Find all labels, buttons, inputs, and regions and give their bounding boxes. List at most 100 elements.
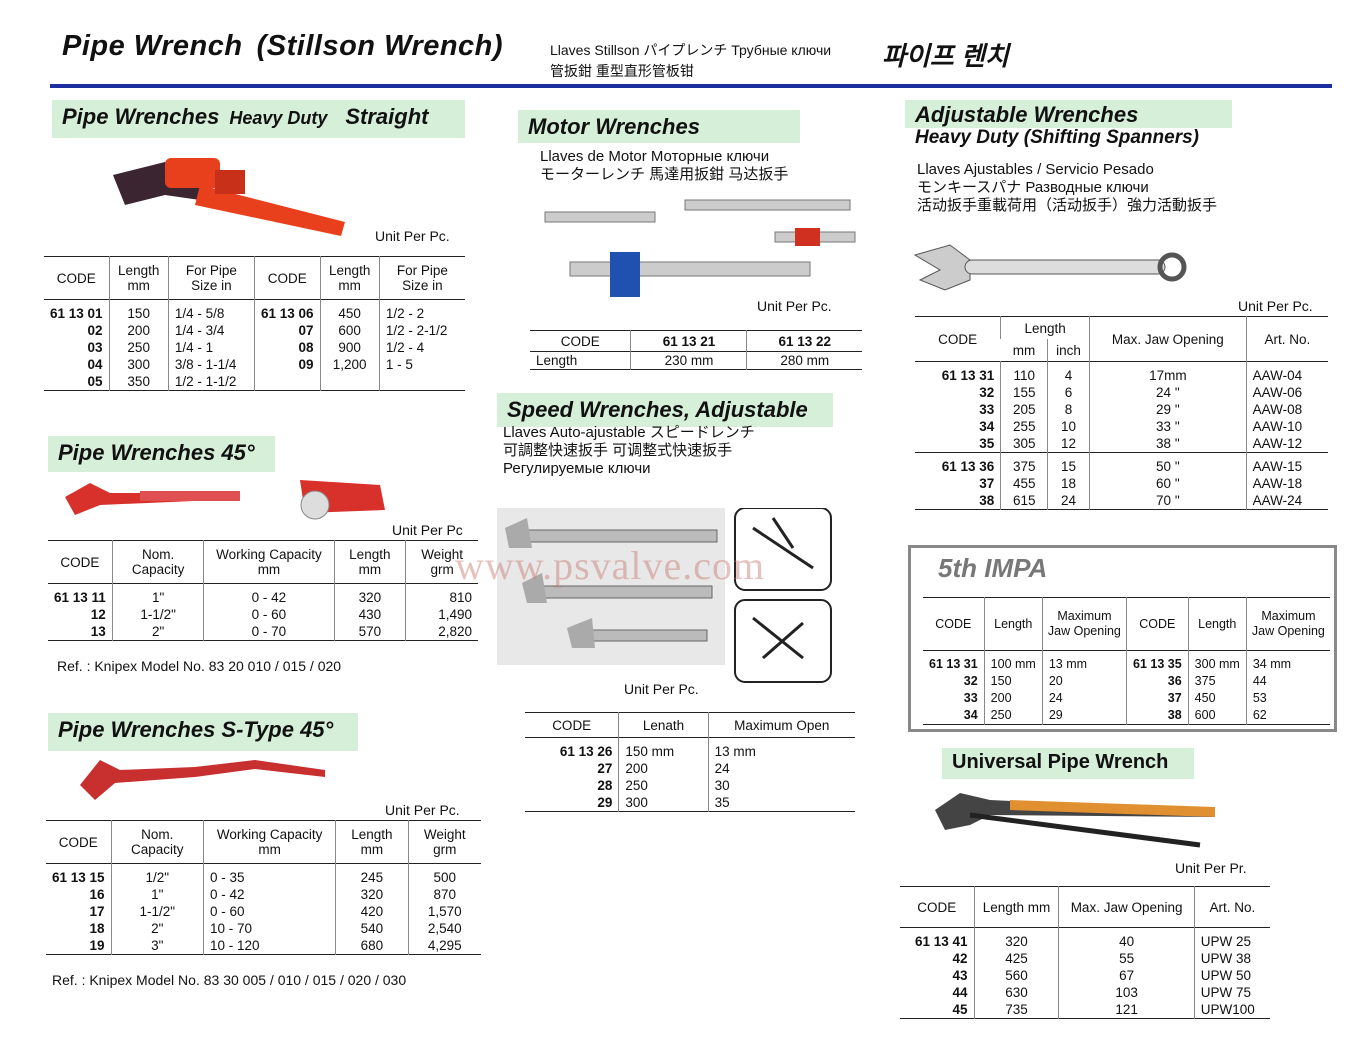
- column-header: Length mm: [973, 886, 1059, 928]
- column-header: CODE: [60, 554, 100, 570]
- table-cell: 36: [1126, 673, 1189, 690]
- table-cell: 08: [253, 339, 321, 356]
- table-cell: AAW-15: [1245, 452, 1328, 475]
- table-cell: 2": [110, 920, 204, 937]
- table-cell: 300: [618, 794, 709, 812]
- column-header: Nom. Capacity: [110, 820, 204, 864]
- table-cell: 38 ": [1089, 435, 1247, 453]
- table-row: 33 200 24 37 450 53: [923, 690, 1330, 707]
- table-cell: 450: [319, 299, 380, 322]
- table-cell: 1": [110, 886, 204, 903]
- table-cell: 150: [108, 299, 169, 322]
- column-header: Lenath: [618, 712, 709, 738]
- table-group: 61 13 15 1/2" 0 - 35 245 500 16 1" 0 - 42 320 870…: [46, 863, 481, 955]
- speed-wrench-image: [497, 508, 725, 665]
- column-header: 61 13 22: [746, 330, 862, 352]
- table-cell: 150 mm: [618, 737, 709, 760]
- table-cell: 1": [111, 583, 204, 606]
- table-cell: 67: [1058, 967, 1195, 984]
- table-cell: 37: [1126, 690, 1189, 707]
- column-header: CODE: [552, 717, 592, 733]
- column-header: Length mm: [108, 256, 169, 300]
- table-group: 61 13 36 375 15 50 " AAW-15 37 455 18 60 " AAW-18…: [915, 452, 1328, 510]
- table-header: CODE Length mm For Pipe Size in CODE Length …: [44, 256, 465, 300]
- table-cell: 10: [1047, 418, 1090, 435]
- motor-unit: Unit Per Pc.: [757, 298, 832, 314]
- table-cell: UPW 25: [1193, 927, 1270, 950]
- ml-line-1: Llaves Stillson パイプレンチ Трубные ключи: [550, 42, 832, 58]
- column-header: Maximum Open: [707, 712, 855, 738]
- table-cell: 455: [1000, 475, 1048, 492]
- table-cell: 19: [89, 938, 105, 953]
- adj-title-2: Heavy Duty (Shifting Spanners): [915, 127, 1199, 148]
- table-cell: 3": [110, 937, 204, 955]
- table-cell: 34: [963, 708, 978, 722]
- table-cell: [319, 373, 380, 391]
- table-cell: 300 mm: [1187, 650, 1247, 673]
- table-cell: 4,295: [407, 937, 481, 955]
- pipe-wrench-s-type-image: [80, 760, 325, 800]
- header-row: CODE Length mm For Pipe Size in CODE Length …: [44, 256, 465, 300]
- table-cell: 61 13 26: [559, 744, 613, 759]
- table-cell: 35: [979, 436, 995, 451]
- pipe-wrench-45-image: [65, 480, 385, 520]
- table-cell: 560: [973, 967, 1059, 984]
- table-cell: 500: [407, 863, 481, 886]
- column-header: 61 13 21: [630, 330, 747, 352]
- table-cell: UPW 50: [1193, 967, 1270, 984]
- speed-sub-3: Регулируемые ключи: [503, 460, 651, 477]
- table-cell: 375: [1187, 673, 1247, 690]
- column-header: Max. Jaw Opening: [1089, 316, 1247, 362]
- adj-sub-2: モンキースパナ Разводные ключи: [917, 179, 1149, 196]
- table-group: Length 230 mm 280 mm: [530, 351, 862, 370]
- column-header: mm: [1012, 342, 1036, 358]
- table-cell: 200: [983, 690, 1043, 707]
- table-row: 61 13 36 375 15 50 " AAW-15: [915, 452, 1328, 475]
- table-cell: 0 - 35: [202, 863, 336, 886]
- univ-title: Universal Pipe Wrench: [952, 751, 1169, 773]
- table-cell: 05: [87, 374, 103, 389]
- column-header: Maximum Jaw Opening: [1041, 597, 1127, 651]
- speed-title: Speed Wrenches, Adjustable: [507, 397, 808, 422]
- table-row: 16 1" 0 - 42 320 870: [46, 886, 481, 903]
- header-row: mm inch: [915, 339, 1328, 362]
- table-cell: 61 13 35: [1126, 650, 1189, 673]
- table-cell: 61 13 31: [929, 657, 978, 671]
- table-cell: 245: [335, 863, 408, 886]
- table-row: 13 2" 0 - 70 570 2,820: [48, 623, 478, 641]
- table-row: 35 305 12 38 " AAW-12: [915, 435, 1328, 453]
- table-row: 12 1-1/2" 0 - 60 430 1,490: [48, 606, 478, 623]
- table-cell: 205: [1000, 401, 1048, 418]
- table-cell: 2,540: [407, 920, 481, 937]
- table-row: 61 13 01 150 1/4 - 5/8 61 13 06 450 1/2 - 2: [44, 299, 465, 322]
- table-cell: 600: [319, 322, 380, 339]
- table-cell: 300: [108, 356, 169, 373]
- table-group: 61 13 31 110 4 17mm AAW-04 32 155 6 24 " AAW-06 33…: [915, 361, 1328, 453]
- s3-unit: Unit Per Pc.: [385, 802, 460, 818]
- column-header: Working Capacity mm: [203, 540, 334, 584]
- table-header: CODE Lenath Maximum Open: [525, 712, 855, 738]
- table-cell: 375: [1000, 452, 1048, 475]
- page-title: Pipe Wrench (Stillson Wrench): [62, 30, 517, 63]
- s1-title-box: Pipe Wrenches Heavy Duty Straight: [52, 100, 465, 138]
- table-row: 32 150 20 36 375 44: [923, 673, 1330, 690]
- table-cell: 34: [979, 419, 995, 434]
- table-row: 04 300 3/8 - 1-1/4 09 1,200 1 - 5: [44, 356, 465, 373]
- adj-sub-3: 活动扳手重載荷用（活动扳手）強力活動扳手: [917, 197, 1218, 214]
- column-header: Weight grm: [405, 540, 478, 584]
- table-row: 05 350 1/2 - 1-1/2: [44, 373, 465, 391]
- header-row: CODE Length Maximum Jaw Opening CODE Length M…: [923, 597, 1330, 651]
- impa-box: [908, 545, 1337, 732]
- table-header: CODE Length Max. Jaw Opening Art. No. mm inch: [915, 316, 1328, 362]
- s2-title: Pipe Wrenches 45°: [58, 440, 255, 465]
- table-cell: 13 mm: [1041, 650, 1127, 673]
- table-cell: 61 13 15: [52, 870, 105, 885]
- table-row: 61 13 31 100 mm 13 mm 61 13 35 300 mm 34 mm: [923, 650, 1330, 673]
- table-cell: 37: [979, 476, 995, 491]
- table-cell: 2,820: [405, 623, 478, 641]
- table-cell: 0 - 42: [203, 583, 334, 606]
- table-row: 18 2" 10 - 70 540 2,540: [46, 920, 481, 937]
- table-cell: AAW-18: [1245, 475, 1328, 492]
- table-cell: 425: [973, 950, 1059, 967]
- column-header: CODE: [253, 256, 321, 300]
